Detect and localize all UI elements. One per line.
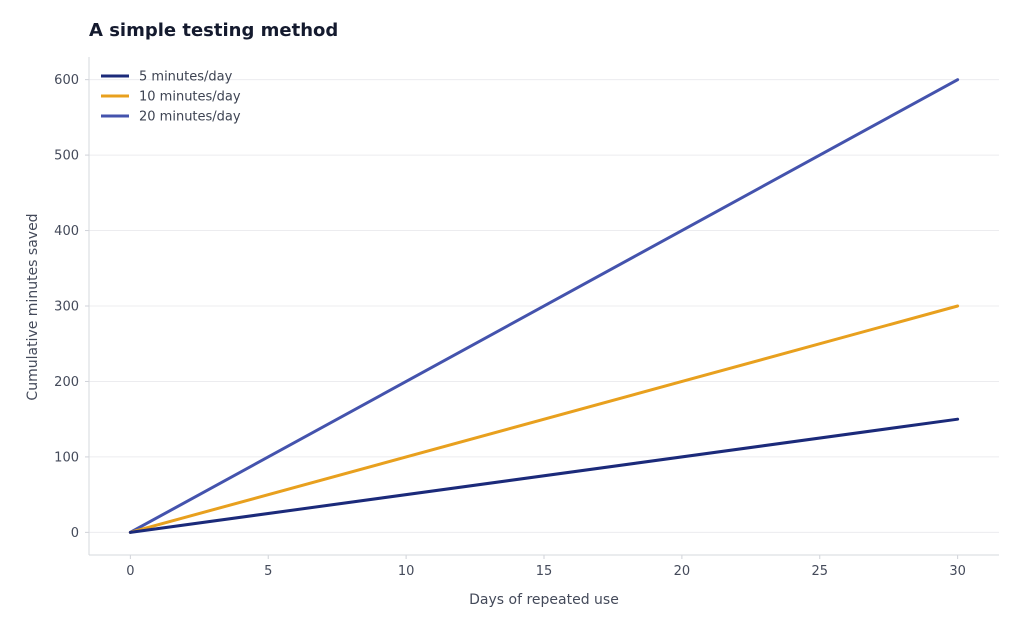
x-tick-labels: 0 5 10 15 20 25 30 [126,564,966,579]
x-tick-label-20: 20 [674,564,691,579]
y-tick-labels: 0 100 200 300 400 500 600 [54,73,79,541]
x-tick-label-15: 15 [536,564,553,579]
y-tick-label-300: 300 [54,300,79,315]
y-tick-label-500: 500 [54,149,79,164]
y-tick-label-100: 100 [54,450,79,465]
y-tick-label-600: 600 [54,73,79,88]
x-tick-label-30: 30 [949,564,966,579]
x-tick-label-5: 5 [264,564,272,579]
series-line-5-minutes-day [128,417,960,534]
y-tick-label-0: 0 [71,526,79,541]
x-tick-label-25: 25 [811,564,828,579]
series-line-20-minutes-day [128,78,960,534]
legend-label-10-minutes-day: 10 minutes/day [139,90,241,105]
axes [85,57,999,559]
legend: 5 minutes/day 10 minutes/day 20 minutes/da… [101,70,241,125]
y-tick-label-200: 200 [54,375,79,390]
y-tick-label-400: 400 [54,224,79,239]
y-axis-label: Cumulative minutes saved [25,213,41,400]
chart-title: A simple testing method [89,20,339,41]
series-lines [128,78,960,534]
x-tick-label-0: 0 [126,564,134,579]
legend-label-5-minutes-day: 5 minutes/day [139,70,233,85]
x-axis-label: Days of repeated use [469,592,619,608]
series-line-10-minutes-day [128,304,960,534]
legend-label-20-minutes-day: 20 minutes/day [139,110,241,125]
x-tick-label-10: 10 [398,564,415,579]
